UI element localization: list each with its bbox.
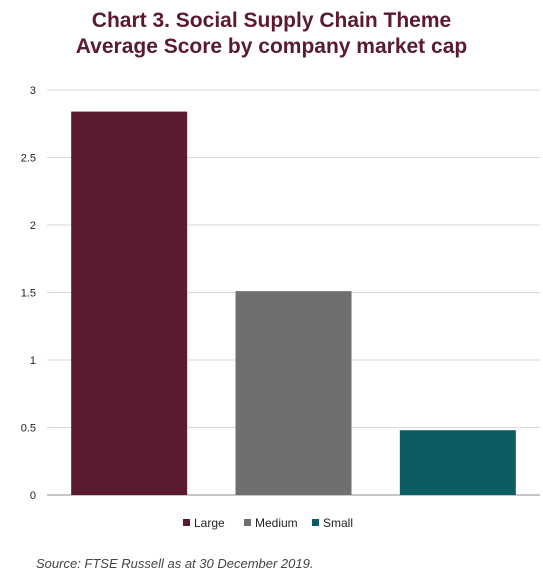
chart-title: Chart 3. Social Supply Chain Theme Avera… — [0, 8, 543, 60]
bar-small — [399, 430, 516, 495]
bar-medium — [235, 291, 352, 495]
y-tick-label: 3 — [30, 85, 36, 97]
chart-title-line-2: Average Score by company market cap — [75, 35, 468, 58]
y-tick-label: 0 — [30, 490, 36, 502]
legend-swatch-large — [183, 519, 190, 526]
legend-label-large: Large — [194, 516, 225, 530]
legend-swatch-medium — [244, 519, 251, 526]
y-tick-label: 1.5 — [21, 288, 36, 300]
y-tick-label: 1 — [30, 355, 36, 367]
y-tick-label: 0.5 — [21, 423, 36, 435]
y-tick-label: 2.5 — [21, 153, 36, 165]
source-note: Source: FTSE Russell as at 30 December 2… — [36, 556, 314, 571]
chart-title-line-1: Chart 3. Social Supply Chain Theme — [91, 9, 452, 32]
legend-label-medium: Medium — [255, 516, 298, 530]
bar-large — [71, 111, 188, 495]
legend-swatch-small — [312, 519, 319, 526]
y-tick-label: 2 — [30, 220, 36, 232]
legend-label-small: Small — [323, 516, 353, 530]
